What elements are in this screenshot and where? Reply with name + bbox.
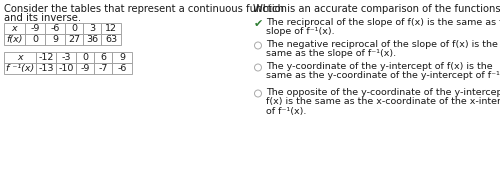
Text: and its inverse.: and its inverse.: [4, 13, 81, 23]
Bar: [56, 63, 76, 74]
Bar: [65, 34, 83, 45]
Bar: [4, 52, 36, 63]
Bar: [83, 34, 101, 45]
Text: -6: -6: [50, 24, 59, 33]
Text: of f⁻¹(x).: of f⁻¹(x).: [266, 107, 306, 116]
Text: The y-coordinate of the y-intercept of f(x) is the: The y-coordinate of the y-intercept of f…: [266, 62, 492, 71]
Bar: [94, 63, 112, 74]
Text: 27: 27: [68, 35, 80, 44]
Bar: [4, 34, 25, 45]
Text: -6: -6: [118, 64, 126, 73]
Bar: [94, 52, 112, 63]
Text: 3: 3: [89, 24, 95, 33]
Bar: [65, 23, 83, 34]
Bar: [4, 63, 36, 74]
Text: f(x): f(x): [6, 35, 23, 44]
Text: x: x: [17, 53, 23, 62]
Text: -12: -12: [38, 53, 54, 62]
Bar: [25, 23, 45, 34]
Text: 63: 63: [105, 35, 117, 44]
Bar: [101, 34, 121, 45]
Text: The opposite of the y-coordinate of the y-intercept of: The opposite of the y-coordinate of the …: [266, 88, 500, 97]
Text: same as the slope of f⁻¹(x).: same as the slope of f⁻¹(x).: [266, 50, 396, 59]
Bar: [4, 23, 25, 34]
Bar: [76, 63, 94, 74]
Text: -9: -9: [80, 64, 90, 73]
Bar: [101, 23, 121, 34]
Text: The reciprocal of the slope of f(x) is the same as the: The reciprocal of the slope of f(x) is t…: [266, 18, 500, 27]
Circle shape: [254, 42, 262, 49]
Circle shape: [254, 90, 262, 97]
Bar: [83, 23, 101, 34]
Bar: [112, 52, 132, 63]
Text: same as the y-coordinate of the y-intercept of f⁻¹(x).: same as the y-coordinate of the y-interc…: [266, 71, 500, 81]
Text: 9: 9: [119, 53, 125, 62]
Text: 36: 36: [86, 35, 98, 44]
Circle shape: [254, 64, 262, 71]
Bar: [45, 34, 65, 45]
Text: 0: 0: [82, 53, 88, 62]
Text: x: x: [12, 24, 18, 33]
Bar: [36, 52, 56, 63]
Text: f ⁻¹(x): f ⁻¹(x): [6, 64, 34, 73]
Bar: [25, 34, 45, 45]
Text: 0: 0: [32, 35, 38, 44]
Text: -3: -3: [61, 53, 71, 62]
Text: -13: -13: [38, 64, 54, 73]
Bar: [112, 63, 132, 74]
Text: Which is an accurate comparison of the functions?: Which is an accurate comparison of the f…: [253, 4, 500, 14]
Text: -7: -7: [98, 64, 108, 73]
Text: f(x) is the same as the x-coordinate of the x-intercept: f(x) is the same as the x-coordinate of …: [266, 98, 500, 106]
Bar: [45, 23, 65, 34]
Text: slope of f⁻¹(x).: slope of f⁻¹(x).: [266, 28, 334, 36]
Text: 6: 6: [100, 53, 106, 62]
Bar: [56, 52, 76, 63]
Text: 0: 0: [71, 24, 77, 33]
Text: ✔: ✔: [254, 19, 264, 29]
Text: -10: -10: [58, 64, 74, 73]
Bar: [36, 63, 56, 74]
Text: 12: 12: [105, 24, 117, 33]
Text: Consider the tables that represent a continuous function: Consider the tables that represent a con…: [4, 4, 287, 14]
Bar: [76, 52, 94, 63]
Text: 9: 9: [52, 35, 58, 44]
Text: -9: -9: [30, 24, 40, 33]
Text: The negative reciprocal of the slope of f(x) is the: The negative reciprocal of the slope of …: [266, 40, 498, 49]
